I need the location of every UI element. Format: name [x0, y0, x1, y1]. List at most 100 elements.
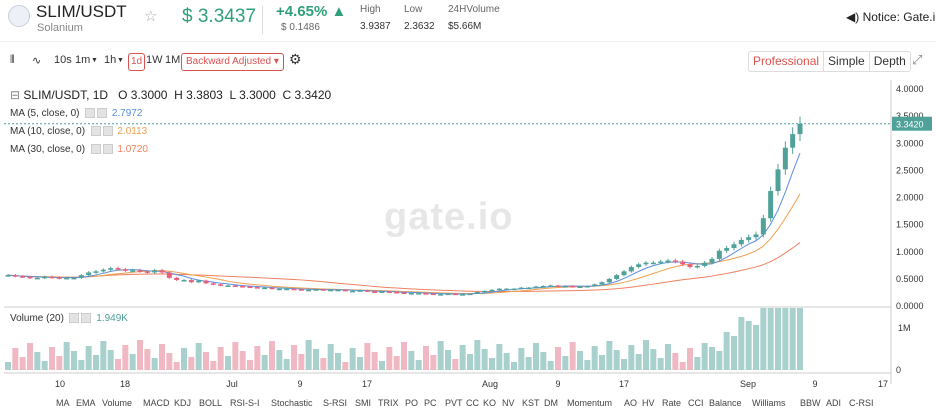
volume-bar	[144, 349, 151, 370]
candle	[320, 288, 326, 291]
indicator-nv[interactable]: NV	[502, 398, 515, 408]
chevron-down-icon[interactable]: ▼	[117, 57, 124, 64]
indicator-cc[interactable]: CC	[466, 398, 479, 408]
volume-bar	[467, 354, 473, 370]
volume-bar	[210, 361, 217, 370]
indicator-rsi-s-i[interactable]: RSI-S-I	[230, 398, 260, 408]
volume-bar	[525, 357, 532, 370]
candle	[379, 290, 385, 293]
indicator-kst[interactable]: KST	[522, 398, 540, 408]
adjust-select[interactable]: Backward Adjusted ▾	[181, 53, 284, 71]
volume-bar	[474, 340, 481, 370]
indicator-ma[interactable]: MA	[56, 398, 70, 408]
volume-bar	[643, 340, 649, 370]
volume-bar	[364, 343, 371, 370]
tab-simple[interactable]: Simple	[824, 52, 870, 71]
indicator-momentum[interactable]: Momentum	[567, 398, 613, 408]
volume-bar	[716, 351, 723, 370]
candle	[401, 292, 407, 295]
candle	[284, 288, 290, 291]
indicator-macd[interactable]: MACD	[143, 398, 170, 408]
indicator-balance[interactable]: Balance	[709, 398, 742, 408]
indicator-ao[interactable]: AO	[624, 398, 638, 408]
y-tick-label: 0.0000	[896, 301, 924, 311]
candle	[452, 293, 458, 296]
indicator-ko[interactable]: KO	[483, 398, 497, 408]
indicator-s-rsi[interactable]: S-RSI	[323, 398, 348, 408]
volume-bar	[533, 343, 539, 370]
x-tick-label: 17	[878, 379, 888, 389]
candle	[438, 293, 444, 296]
indicator-pvt[interactable]: PVT	[445, 398, 463, 408]
volume-bar	[100, 341, 107, 370]
notice-banner[interactable]: ◀) Notice: Gate.i	[846, 10, 936, 24]
candle	[680, 259, 686, 266]
interval-1d[interactable]: 1d	[128, 53, 146, 71]
candle	[548, 284, 554, 287]
indicator-c-rsi[interactable]: C-RSI	[849, 398, 874, 408]
candle	[716, 248, 722, 261]
interval-1h[interactable]: 1h	[104, 54, 117, 66]
candle	[489, 289, 495, 292]
high-label: High	[360, 4, 381, 15]
indicator-trix[interactable]: TRIX	[378, 398, 399, 408]
candle	[181, 279, 187, 282]
volume-bar	[496, 344, 503, 370]
volume-bar	[445, 350, 451, 370]
volume-tick-label: 1M	[898, 323, 911, 333]
y-tick-label: 1.0000	[896, 247, 924, 257]
indicator-cci[interactable]: CCI	[688, 398, 704, 408]
indicator-bbw[interactable]: BBW	[800, 398, 821, 408]
candle	[746, 234, 752, 243]
indicator-adi[interactable]: ADI	[826, 398, 842, 408]
candle	[753, 231, 759, 240]
volume-bar	[254, 346, 261, 370]
candle	[665, 258, 671, 264]
indicator-po[interactable]: PO	[405, 398, 419, 408]
indicator-volume[interactable]: Volume	[102, 398, 133, 408]
candle	[27, 275, 33, 279]
price-chart[interactable]: 0.0000 0.5000 1.0000 1.5000 2.0000 2.5000 3.00…	[0, 80, 936, 398]
favorite-star-icon[interactable]: ☆	[144, 8, 158, 25]
candle	[782, 141, 788, 175]
interval-1w[interactable]: 1W	[146, 54, 163, 66]
view-mode-tabs: Professional Simple Depth	[748, 51, 911, 72]
candle	[768, 186, 774, 222]
volume-bar	[547, 361, 554, 370]
indicator-smi[interactable]: SMI	[355, 398, 372, 408]
candle	[86, 271, 92, 277]
candle-type-icon[interactable]: ⫴	[10, 54, 15, 66]
x-tick-label: Aug	[482, 379, 498, 389]
x-tick-label: 9	[555, 379, 560, 389]
indicator-williams[interactable]: Williams	[752, 398, 786, 408]
interval-1m[interactable]: 1m	[75, 54, 91, 66]
volume-bar	[753, 325, 759, 370]
volume-bar	[71, 351, 77, 370]
indicator-rate[interactable]: Rate	[662, 398, 682, 408]
ma10-legend: MA (10, close, 0) 2.0113	[10, 126, 148, 137]
volume-bar	[555, 347, 561, 370]
indicator-hv[interactable]: HV	[642, 398, 655, 408]
gear-icon[interactable]: ⚙	[289, 51, 302, 67]
volume-bar	[107, 350, 114, 370]
interval-1M[interactable]: 1M	[165, 54, 181, 66]
candle	[34, 276, 40, 280]
indicator-ema[interactable]: EMA	[76, 398, 96, 408]
fullscreen-icon[interactable]: ⤢	[912, 52, 923, 67]
chevron-down-icon[interactable]: ▼	[91, 57, 98, 64]
tab-professional[interactable]: Professional	[749, 52, 825, 71]
interval-10s[interactable]: 10s	[54, 54, 72, 66]
line-type-icon[interactable]: ∿	[32, 55, 42, 67]
indicator-dm[interactable]: DM	[544, 398, 558, 408]
indicator-kdj[interactable]: KDJ	[174, 398, 192, 408]
candle	[100, 268, 106, 273]
indicator-pc[interactable]: PC	[424, 398, 437, 408]
candle	[687, 262, 693, 269]
indicator-stochastic[interactable]: Stochastic	[271, 398, 313, 408]
indicator-boll[interactable]: BOLL	[199, 398, 223, 408]
volume-bar	[298, 354, 305, 370]
x-tick-label: 18	[120, 379, 130, 389]
volume-bar	[291, 345, 297, 370]
tab-depth[interactable]: Depth	[873, 54, 906, 68]
volume-bar	[137, 340, 143, 370]
